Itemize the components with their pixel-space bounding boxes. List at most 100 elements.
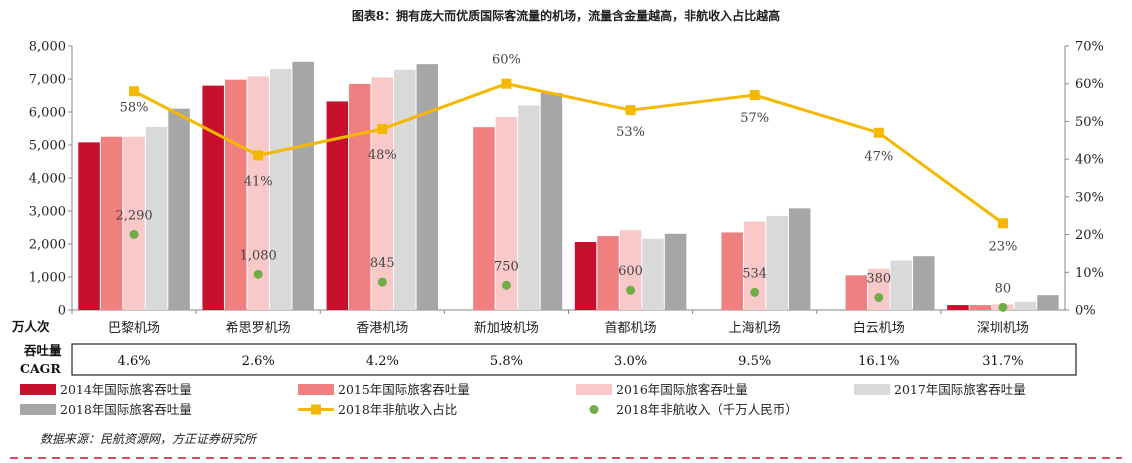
- line-marker: [997, 218, 1008, 229]
- legend-swatch-line-marker: [311, 404, 321, 415]
- y2-tick-label: 50%: [1075, 115, 1104, 130]
- legend-label: 2017年国际旅客吞吐量: [894, 382, 1026, 397]
- legend: 2014年国际旅客吞吐量 2015年国际旅客吞吐量 2016年国际旅客吞吐量 2017…: [20, 382, 1026, 417]
- y2-tick-label: 20%: [1075, 228, 1104, 243]
- y-tick-label: 4,000: [29, 172, 66, 187]
- point-marker: [998, 302, 1008, 312]
- bar: [913, 256, 935, 310]
- bar: [619, 230, 642, 310]
- legend-label: 2016年国际旅客吞吐量: [616, 382, 748, 397]
- line-marker: [873, 127, 884, 138]
- y-tick-label: 8,000: [29, 40, 66, 55]
- point-marker: [501, 280, 511, 290]
- bar: [123, 136, 145, 310]
- line-marker: [749, 90, 760, 101]
- y2-tick-label: 30%: [1075, 190, 1104, 205]
- chart-title: 图表8：拥有庞大而优质国际客流量的机场，流量含金量越高，非航收入占比越高: [352, 8, 780, 23]
- cagr-value: 2.6%: [242, 354, 275, 369]
- y-tick-label: 0: [58, 304, 66, 319]
- legend-swatch-point: [589, 405, 599, 414]
- category-label: 白云机场: [853, 320, 905, 336]
- bar: [642, 238, 664, 310]
- bar: [845, 275, 868, 310]
- point-data-label: 80: [995, 281, 1012, 296]
- category-label: 巴黎机场: [108, 321, 160, 336]
- bar: [1037, 295, 1059, 310]
- bar: [721, 232, 743, 310]
- bar: [349, 83, 371, 310]
- source-note: 数据来源：民航资源网，方正证券研究所: [40, 432, 258, 446]
- point-data-label: 750: [494, 259, 519, 274]
- bar: [969, 305, 992, 310]
- cagr-value: 16.1%: [858, 354, 899, 369]
- line-data-label: 53%: [616, 125, 645, 140]
- line-data-label: 41%: [244, 174, 273, 189]
- cagr-row-box: [71, 343, 1077, 376]
- bar: [247, 76, 269, 310]
- bar: [947, 305, 969, 310]
- bar: [168, 108, 190, 310]
- category-label: 新加坡机场: [474, 320, 539, 336]
- line-marker: [377, 123, 388, 134]
- point-data-label: 1,080: [240, 248, 277, 263]
- point-data-label: 380: [866, 271, 891, 286]
- category-label: 香港机场: [356, 321, 408, 336]
- cagr-value: 3.0%: [614, 354, 647, 369]
- y-tick-label: 3,000: [29, 205, 66, 220]
- point-data-label: 845: [370, 256, 395, 271]
- point-marker: [253, 269, 263, 279]
- line-data-label: 48%: [368, 148, 397, 163]
- bar: [394, 69, 416, 310]
- cagr-table: 吞吐量 CAGR 4.6% 2.6% 4.2% 5.8% 3.0% 9.5% 16.1% 31.7…: [20, 343, 1077, 376]
- bar: [868, 268, 890, 310]
- point-marker: [750, 287, 760, 297]
- y-tick-label: 1,000: [29, 271, 66, 286]
- category-label: 首都机场: [605, 321, 657, 336]
- point-data-label: 534: [742, 266, 767, 281]
- y2-tick-label: 70%: [1075, 40, 1104, 55]
- line-data-label: 57%: [740, 111, 769, 126]
- cagr-value: 5.8%: [490, 354, 523, 369]
- point-marker: [377, 277, 387, 287]
- legend-swatch-bar: [576, 384, 612, 395]
- category-label: 希思罗机场: [226, 321, 291, 336]
- cagr-value: 31.7%: [982, 354, 1023, 369]
- labels-layer: 58% 41% 48% 60% 53% 57% 47% 23% 2,290 1,080 845 750…: [115, 53, 1017, 297]
- y-tick-label: 6,000: [29, 106, 66, 121]
- line-series: [133, 82, 1004, 225]
- bar: [473, 127, 495, 311]
- bar: [1014, 301, 1037, 310]
- line-data-label: 58%: [120, 100, 149, 115]
- point-marker: [626, 285, 636, 295]
- bar: [416, 64, 439, 311]
- line-data-label: 47%: [864, 150, 893, 165]
- bar: [100, 136, 123, 310]
- bar: [890, 260, 913, 310]
- bar: [574, 242, 597, 310]
- y2-tick-label: 0%: [1075, 304, 1096, 319]
- point-data-label: 2,290: [115, 208, 152, 223]
- legend-swatch-bar: [298, 384, 334, 395]
- legend-swatch-bar: [20, 384, 56, 395]
- cagr-value: 4.2%: [366, 354, 399, 369]
- line-marker: [129, 86, 140, 97]
- bar: [224, 79, 247, 310]
- bar: [371, 77, 394, 310]
- legend-swatch-bar: [854, 384, 890, 395]
- y-tick-label: 2,000: [29, 238, 66, 253]
- line-marker: [501, 78, 512, 89]
- ylabel: 万人次: [11, 319, 50, 334]
- line-marker: [625, 105, 636, 116]
- y-tick-label: 5,000: [29, 139, 66, 154]
- bar: [743, 221, 766, 310]
- line-marker: [253, 150, 264, 161]
- category-label: 深圳机场: [977, 321, 1029, 336]
- points-layer: [129, 229, 1008, 312]
- line-data-label: 23%: [988, 239, 1017, 254]
- legend-label: 2014年国际旅客吞吐量: [60, 382, 192, 397]
- y2-tick-label: 10%: [1075, 266, 1104, 281]
- bar: [597, 236, 619, 310]
- category-label: 上海机场: [729, 321, 781, 336]
